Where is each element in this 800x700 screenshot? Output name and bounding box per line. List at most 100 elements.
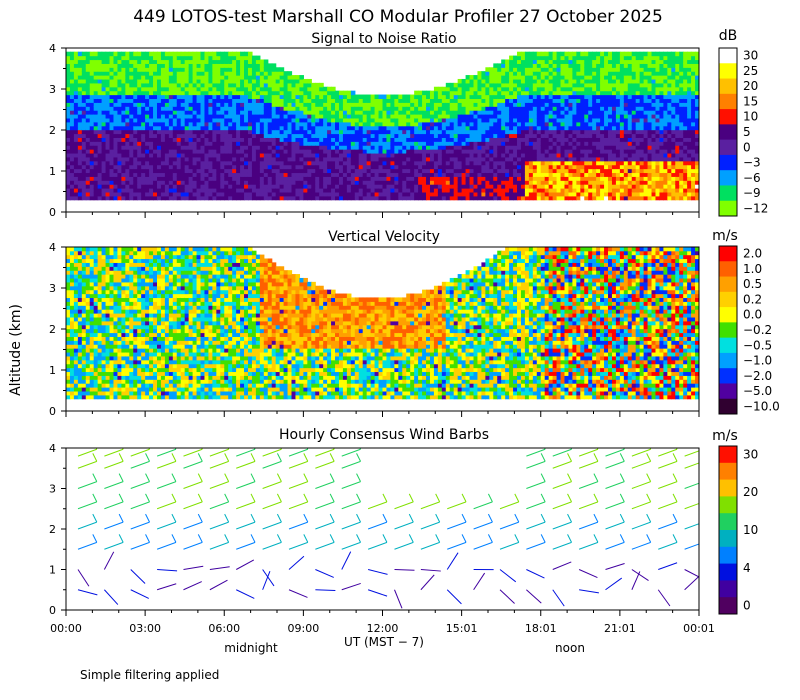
snr-cell [501,172,506,177]
snr-cell [168,82,174,88]
snr-cell [524,188,530,193]
snr-cell [121,176,126,181]
snr-cell [568,137,573,142]
snr-cell [536,195,542,201]
snr-cell [149,51,154,57]
snr-cell [536,59,542,64]
snr-cell [505,133,510,138]
snr-cell [414,110,419,115]
snr-cell [342,129,348,135]
snr-cell [449,98,455,103]
snr-cell [133,78,138,84]
snr-cell [180,133,186,138]
snr-cell [528,117,534,123]
snr-cell [192,188,198,193]
snr-cell [615,160,621,166]
snr-cell [374,137,380,142]
snr-cell [422,180,427,185]
snr-cell [366,114,372,119]
snr-cell [311,117,316,123]
snr-cell [263,114,269,119]
snr-cell [426,195,431,201]
snr-cell [560,102,566,107]
snr-cell [188,117,194,123]
snr-cell [117,125,122,131]
snr-cell [153,180,158,185]
snr-cell [402,164,407,170]
snr-cell [449,82,455,88]
snr-cell [457,141,463,146]
snr-cell [437,106,443,111]
snr-cell [509,106,514,111]
snr-cell [192,133,198,138]
snr-cell [129,94,134,100]
snr-cell [259,172,265,177]
snr-cell [402,117,407,123]
snr-cell [97,82,103,88]
snr-cell [125,145,130,150]
snr-cell [588,172,593,177]
snr-cell [378,156,384,162]
snr-cell [342,164,348,170]
snr-cell [520,114,526,119]
snr-cell [615,180,621,185]
snr-cell [255,86,261,92]
snr-cell [493,137,498,142]
snr-cell [105,59,111,64]
snr-cell [513,156,518,162]
snr-cell [346,114,352,119]
snr-cell [509,168,514,174]
snr-cell [224,145,229,150]
snr-cell [556,133,562,138]
snr-cell [244,160,249,166]
snr-cell [445,172,451,177]
snr-cell [568,86,573,92]
snr-cell [449,137,455,142]
snr-cell [66,149,71,154]
snr-cell [449,114,455,119]
snr-cell [406,172,411,177]
snr-cell [164,145,170,150]
snr-cell [172,137,178,142]
snr-cell [73,152,79,158]
snr-cell [283,114,289,119]
snr-cell [327,98,332,103]
snr-cell [608,59,613,64]
snr-cell [426,98,431,103]
snr-cell [153,94,158,100]
snr-cell [172,75,178,80]
snr-cell [141,152,146,158]
snr-cell [501,86,506,92]
snr-cell [109,129,115,135]
snr-cell [564,102,570,107]
snr-cell [335,152,340,158]
snr-cell [382,117,388,123]
snr-cell [572,191,577,197]
snr-cell [635,191,641,197]
snr-cell [552,51,558,57]
snr-cell [216,82,221,88]
snr-cell [69,191,75,197]
snr-cell [240,129,245,135]
snr-cell [172,121,178,127]
snr-cell [335,94,340,100]
snr-cell [97,156,103,162]
snr-cell [370,180,376,185]
snr-cell [631,152,637,158]
snr-cell [291,86,297,92]
snr-cell [497,78,502,84]
snr-cell [520,59,526,64]
snr-cell [153,172,158,177]
snr-cell [611,164,617,170]
snr-cell [402,145,407,150]
snr-cell [156,110,162,115]
snr-cell [461,86,467,92]
snr-cell [121,125,126,131]
snr-cell [160,129,166,135]
snr-cell [93,145,99,150]
snr-cell [342,168,348,174]
snr-cell [244,110,249,115]
snr-cell [370,176,376,181]
snr-cell [184,106,190,111]
snr-cell [433,86,439,92]
